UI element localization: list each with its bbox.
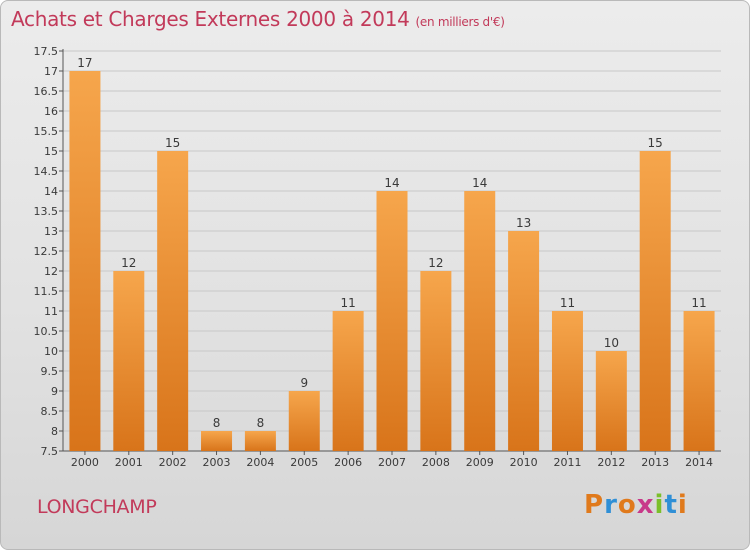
y-tick-label: 15 [44, 145, 58, 158]
x-tick-label: 2003 [203, 456, 231, 469]
data-label: 9 [300, 376, 308, 390]
bar [113, 271, 145, 451]
y-tick-label: 8 [51, 425, 58, 438]
y-tick-label: 17.5 [34, 45, 59, 58]
data-label: 10 [604, 336, 619, 350]
data-label: 12 [428, 256, 443, 270]
bar [332, 311, 364, 451]
x-tick-label: 2010 [510, 456, 538, 469]
bar [551, 311, 583, 451]
data-label: 11 [691, 296, 706, 310]
data-label: 11 [560, 296, 575, 310]
data-label: 12 [121, 256, 136, 270]
chart-title: Achats et Charges Externes 2000 à 2014 (e… [11, 7, 505, 31]
y-tick-label: 17 [44, 65, 58, 78]
proxiti-logo: Proxiti [584, 490, 688, 520]
x-tick-label: 2009 [466, 456, 494, 469]
logo-letter: i [677, 490, 688, 520]
logo-letter: i [654, 490, 665, 520]
y-tick-label: 14 [44, 185, 58, 198]
y-tick-label: 16.5 [34, 85, 59, 98]
bar [683, 311, 715, 451]
data-label: 17 [77, 56, 92, 70]
x-tick-label: 2001 [115, 456, 143, 469]
chart-title-text: Achats et Charges Externes 2000 à 2014 [11, 7, 410, 31]
data-label: 8 [257, 416, 265, 430]
y-tick-label: 12.5 [34, 245, 59, 258]
bar [376, 191, 408, 451]
bar [508, 231, 540, 451]
data-label: 14 [384, 176, 399, 190]
x-tick-label: 2000 [71, 456, 99, 469]
y-tick-label: 13 [44, 225, 58, 238]
axis-layer: 7.5 8 8.5 9 9.5 10 10.5 11 11.5 12 12.5 13 13.5 14 14.… [34, 45, 721, 469]
data-label: 8 [213, 416, 221, 430]
commune-name: LONGCHAMP [37, 496, 157, 518]
y-tick-label: 11.5 [34, 285, 59, 298]
y-tick-label: 9.5 [41, 365, 59, 378]
bar [288, 391, 320, 451]
y-tick-label: 8.5 [41, 405, 59, 418]
y-tick-label: 11 [44, 305, 58, 318]
y-tick-label: 13.5 [34, 205, 59, 218]
x-tick-label: 2011 [553, 456, 581, 469]
y-tick-label: 15.5 [34, 125, 59, 138]
bar [420, 271, 452, 451]
bar [464, 191, 496, 451]
bar [595, 351, 627, 451]
chart-subtitle: (en milliers d'€) [415, 15, 505, 29]
y-tick-label: 14.5 [34, 165, 59, 178]
data-label: 15 [165, 136, 180, 150]
bar [201, 431, 233, 451]
data-label: 14 [472, 176, 487, 190]
data-label: 11 [340, 296, 355, 310]
x-tick-label: 2013 [641, 456, 669, 469]
logo-letter: P [584, 490, 605, 520]
bar-layer [69, 71, 715, 451]
logo-letter: o [617, 490, 637, 520]
y-tick-label: 7.5 [41, 445, 59, 458]
logo-letter: x [636, 490, 655, 520]
x-tick-label: 2008 [422, 456, 450, 469]
logo-letter: t [664, 490, 678, 520]
data-label: 13 [516, 216, 531, 230]
x-tick-label: 2012 [597, 456, 625, 469]
y-tick-label: 16 [44, 105, 58, 118]
x-tick-label: 2002 [159, 456, 187, 469]
x-tick-label: 2005 [290, 456, 318, 469]
bar [69, 71, 101, 451]
x-tick-label: 2007 [378, 456, 406, 469]
x-tick-label: 2006 [334, 456, 362, 469]
bar [157, 151, 189, 451]
y-tick-label: 12 [44, 265, 58, 278]
y-tick-label: 10.5 [34, 325, 59, 338]
label-layer: 17 12 15 8 8 9 11 14 12 14 13 11 10 15 11 [77, 56, 706, 430]
bar [639, 151, 671, 451]
x-tick-label: 2004 [246, 456, 274, 469]
bar [244, 431, 276, 451]
y-tick-label: 9 [51, 385, 58, 398]
logo-letter: r [604, 490, 618, 520]
y-tick-label: 10 [44, 345, 58, 358]
x-tick-label: 2014 [685, 456, 713, 469]
data-label: 15 [648, 136, 663, 150]
